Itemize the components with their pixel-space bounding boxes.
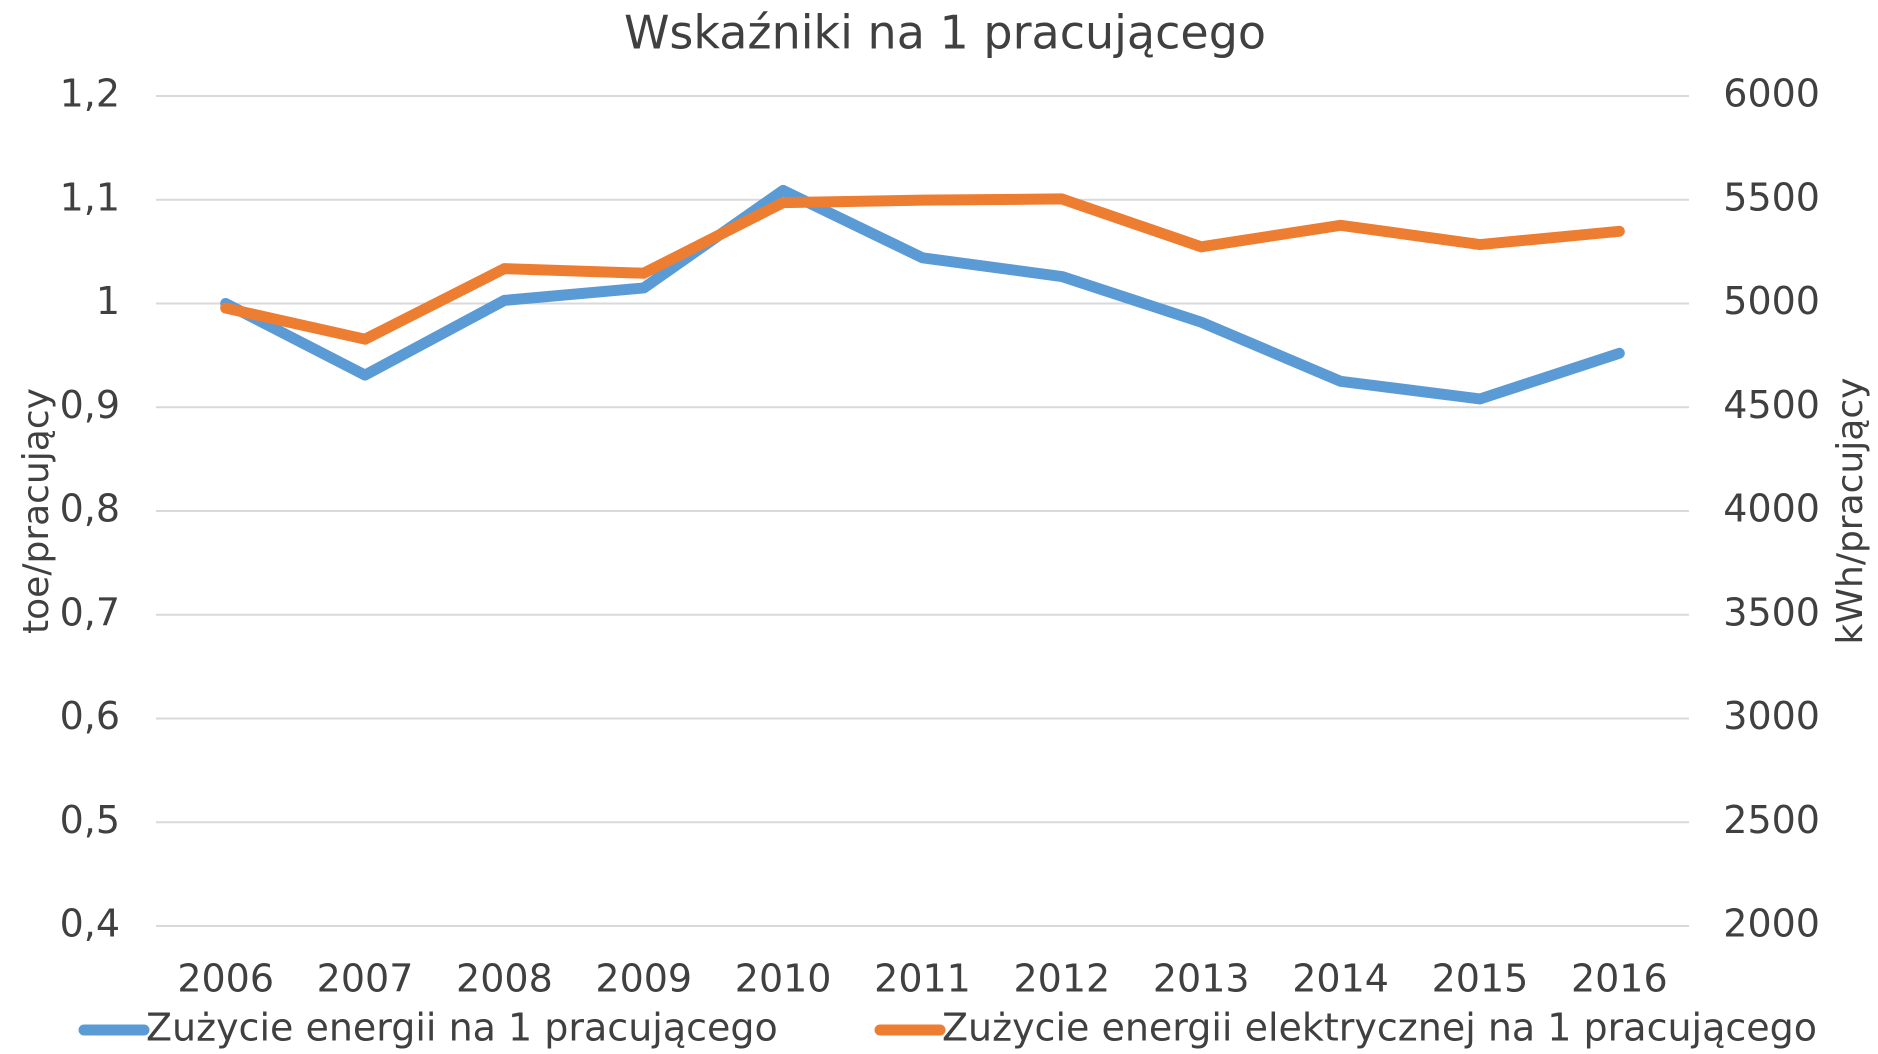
x-tick-label: 2015 xyxy=(1432,957,1529,1001)
y-tick-label: 1,1 xyxy=(60,175,120,219)
y-tick-label: 0,6 xyxy=(60,694,120,738)
y-tick-label: 1,2 xyxy=(60,72,120,116)
y2-tick-label: 6000 xyxy=(1723,72,1820,116)
y2-tick-label: 2500 xyxy=(1723,798,1820,842)
y2-tick-label: 3000 xyxy=(1723,694,1820,738)
y2-tick-label: 4000 xyxy=(1723,487,1820,531)
line-series xyxy=(220,193,1625,345)
x-tick-label: 2011 xyxy=(874,957,971,1001)
x-tick-label: 2014 xyxy=(1292,957,1389,1001)
x-tick-label: 2007 xyxy=(317,957,414,1001)
y2-tick-label: 3500 xyxy=(1723,590,1820,634)
y-tick-label: 0,7 xyxy=(60,590,120,634)
y-tick-label: 0,8 xyxy=(60,487,120,531)
x-tick-label: 2010 xyxy=(735,957,832,1001)
y-axis-title: toe/pracujący xyxy=(16,388,57,634)
legend-label: Zużycie energii na 1 pracującego xyxy=(146,1006,778,1050)
x-tick-label: 2012 xyxy=(1014,957,1111,1001)
x-tick-label: 2013 xyxy=(1153,957,1250,1001)
y2-tick-label: 5000 xyxy=(1723,279,1820,323)
line-series xyxy=(220,184,1625,405)
y2-tick-label: 2000 xyxy=(1723,902,1820,946)
y2-tick-label: 5500 xyxy=(1723,175,1820,219)
x-tick-label: 2008 xyxy=(456,957,553,1001)
y-tick-label: 1 xyxy=(96,279,120,323)
y2-tick-label: 4500 xyxy=(1723,383,1820,427)
y-tick-label: 0,9 xyxy=(60,383,120,427)
y-tick-label: 0,4 xyxy=(60,902,120,946)
x-tick-label: 2009 xyxy=(595,957,692,1001)
legend-label: Zużycie energii elektrycznej na 1 pracuj… xyxy=(942,1006,1817,1050)
y2-axis-title: kWh/pracujący xyxy=(1830,378,1871,645)
y-tick-label: 0,5 xyxy=(60,798,120,842)
chart-title: Wskaźniki na 1 pracującego xyxy=(624,6,1266,60)
x-tick-label: 2006 xyxy=(177,957,274,1001)
x-tick-label: 2016 xyxy=(1571,957,1668,1001)
